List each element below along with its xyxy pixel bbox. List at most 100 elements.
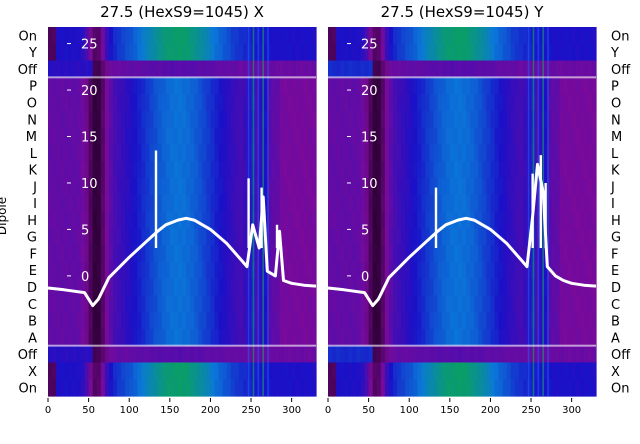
- heatmap-cell: [218, 345, 224, 364]
- heatmap-cell: [287, 379, 293, 397]
- heatmap-cell: [579, 161, 585, 179]
- heatmap-cell: [226, 312, 232, 330]
- heatmap-cell: [129, 295, 134, 313]
- heatmap-cell: [425, 345, 431, 364]
- heatmap-cell: [295, 27, 301, 45]
- heatmap-cell: [457, 161, 463, 179]
- heatmap-cell: [287, 312, 293, 330]
- heatmap-cell: [121, 278, 126, 296]
- heatmap-cell: [449, 144, 455, 162]
- heatmap-cell: [100, 228, 106, 246]
- heatmap-cell: [255, 379, 260, 397]
- heatmap-cell: [332, 60, 337, 78]
- heatmap-cell: [202, 379, 207, 397]
- heatmap-cell: [287, 261, 293, 280]
- heatmap-cell: [222, 328, 228, 347]
- heatmap-cell: [104, 161, 110, 179]
- heatmap-cell: [214, 261, 220, 280]
- heatmap-cell: [328, 127, 333, 146]
- heatmap-cell: [263, 77, 268, 95]
- heatmap-cell: [84, 43, 90, 62]
- heatmap-cell: [401, 245, 406, 263]
- heatmap-cell: [165, 27, 171, 45]
- heatmap-cell: [388, 312, 394, 330]
- heatmap-cell: [52, 144, 57, 162]
- heatmap-cell: [563, 194, 569, 213]
- heatmap-cell: [64, 127, 69, 146]
- heatmap-cell: [514, 362, 520, 380]
- heatmap-cell: [486, 27, 492, 45]
- heatmap-cell: [303, 60, 309, 78]
- heatmap-cell: [478, 345, 483, 364]
- heatmap-cell: [84, 211, 90, 229]
- heatmap-cell: [567, 161, 573, 179]
- heatmap-cell: [218, 194, 224, 213]
- heatmap-cell: [307, 94, 313, 112]
- heatmap-cell: [194, 144, 199, 162]
- heatmap-cell: [230, 362, 236, 380]
- heatmap-cell: [421, 278, 427, 296]
- heatmap-cell: [161, 379, 167, 397]
- heatmap-cell: [137, 211, 142, 229]
- heatmap-cell: [514, 27, 520, 45]
- heatmap-cell: [198, 312, 203, 330]
- heatmap-cell: [263, 379, 268, 397]
- heatmap-cell: [591, 161, 597, 179]
- heatmap-cell: [502, 379, 508, 397]
- heatmap-cell: [575, 77, 581, 95]
- heatmap-cell: [490, 27, 496, 45]
- heatmap-cell: [348, 43, 353, 62]
- heatmap-cell: [190, 379, 195, 397]
- heatmap-cell: [52, 27, 57, 45]
- heatmap-cell: [76, 27, 82, 45]
- heatmap-cell: [169, 211, 175, 229]
- heatmap-cell: [238, 127, 244, 146]
- heatmap-cell: [474, 245, 479, 263]
- heatmap-cell: [299, 60, 305, 78]
- heatmap-cell: [194, 177, 199, 196]
- heatmap-cell: [295, 295, 301, 313]
- heatmap-cell: [88, 110, 94, 129]
- inner-y-tick-label: 5: [361, 223, 369, 238]
- heatmap-cell: [405, 43, 410, 62]
- heatmap-cell: [234, 211, 240, 229]
- heatmap-cell: [145, 127, 151, 146]
- heatmap-cell: [587, 43, 593, 62]
- heatmap-cell: [307, 328, 313, 347]
- heatmap-cell: [133, 261, 138, 280]
- heatmap-cell: [129, 228, 134, 246]
- heatmap-cell: [206, 328, 212, 347]
- heatmap-cell: [364, 77, 370, 95]
- heatmap-cell: [165, 295, 171, 313]
- heatmap-cell: [263, 328, 268, 347]
- heatmap-cell: [392, 194, 398, 213]
- heatmap-cell: [543, 379, 548, 397]
- heatmap-cell: [518, 261, 524, 280]
- heatmap-cell: [429, 261, 435, 280]
- row-label: Off: [611, 348, 631, 363]
- heatmap-cell: [234, 228, 240, 246]
- heatmap-cell: [149, 127, 155, 146]
- heatmap-cell: [433, 110, 439, 129]
- heatmap-cell: [198, 27, 203, 45]
- heatmap-cell: [242, 144, 248, 162]
- heatmap-cell: [48, 379, 53, 397]
- heatmap-cell: [145, 328, 151, 347]
- heatmap-cell: [543, 261, 548, 280]
- heatmap-cell: [482, 295, 487, 313]
- heatmap-cell: [263, 127, 268, 146]
- heatmap-cell: [352, 328, 358, 347]
- heatmap-cell: [356, 228, 362, 246]
- heatmap-cell: [449, 228, 455, 246]
- heatmap-cell: [206, 194, 212, 213]
- heatmap-cell: [482, 278, 487, 296]
- heatmap-cell: [165, 177, 171, 196]
- heatmap-cell: [80, 144, 86, 162]
- heatmap-cell: [238, 328, 244, 347]
- heatmap-cell: [401, 194, 406, 213]
- heatmap-cell: [437, 161, 443, 179]
- heatmap-cell: [384, 177, 390, 196]
- heatmap-cell: [388, 194, 394, 213]
- heatmap-cell: [218, 161, 224, 179]
- heatmap-cell: [133, 43, 138, 62]
